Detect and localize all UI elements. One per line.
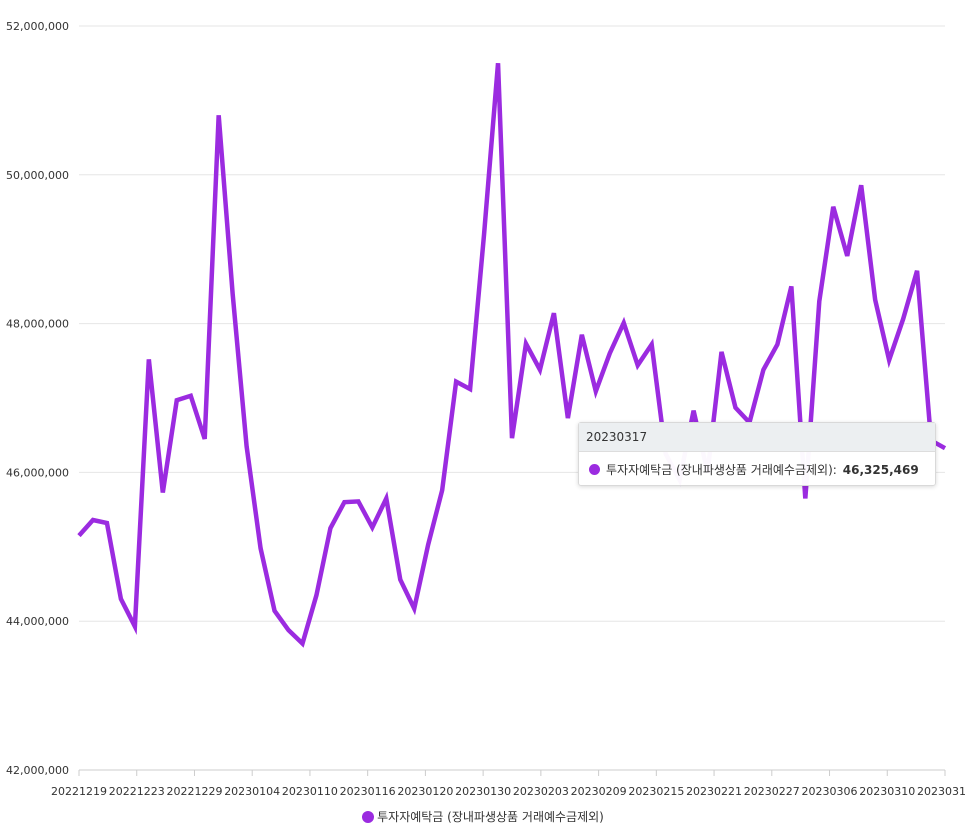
data-point xyxy=(538,368,542,372)
data-point xyxy=(887,358,891,362)
data-point xyxy=(426,543,430,547)
data-point xyxy=(161,490,165,494)
legend-series-dot[interactable] xyxy=(362,811,375,823)
data-point xyxy=(817,299,821,303)
x-tick-label: 20230221 xyxy=(686,785,742,798)
data-point xyxy=(580,333,584,337)
x-tick-label: 20230215 xyxy=(628,785,684,798)
data-point xyxy=(91,518,95,522)
data-point xyxy=(440,488,444,492)
x-tick-label: 20230104 xyxy=(224,785,280,798)
data-point xyxy=(733,406,737,410)
data-point xyxy=(175,398,179,402)
x-tick-label: 20230227 xyxy=(744,785,800,798)
data-tooltip: 20230317 투자자예탁금 (장내파생상품 거래예수금제외): 46,325,… xyxy=(578,422,936,486)
data-point xyxy=(915,269,919,273)
data-point xyxy=(761,368,765,372)
data-point xyxy=(105,521,109,525)
y-tick-label: 52,000,000 xyxy=(6,20,69,33)
data-point xyxy=(552,311,556,315)
x-tick-label: 20221219 xyxy=(51,785,107,798)
data-point xyxy=(203,437,207,441)
data-point xyxy=(510,436,514,440)
y-tick-label: 48,000,000 xyxy=(6,318,69,331)
x-tick-label: 20230209 xyxy=(571,785,627,798)
legend-series-label[interactable]: 투자자예탁금 (장내파생상품 거래예수금제외) xyxy=(377,810,604,824)
y-tick-label: 44,000,000 xyxy=(6,615,69,628)
x-tick-label: 20221229 xyxy=(166,785,222,798)
data-point xyxy=(636,363,640,367)
x-tick-label: 20230316 xyxy=(917,785,966,798)
data-point xyxy=(692,409,696,413)
data-point xyxy=(901,317,905,321)
data-point xyxy=(482,232,486,236)
data-point xyxy=(259,546,263,550)
data-point xyxy=(845,254,849,258)
x-tick-label: 20221223 xyxy=(109,785,165,798)
tooltip-series-label: 투자자예탁금 (장내파생상품 거래예수금제외): xyxy=(606,463,837,477)
data-point xyxy=(468,387,472,391)
tooltip-row: 투자자예탁금 (장내파생상품 거래예수금제외): 46,325,469 xyxy=(579,452,935,487)
legend[interactable]: 투자자예탁금 (장내파생상품 거래예수금제외) xyxy=(0,808,966,825)
series-line xyxy=(77,63,947,648)
data-point xyxy=(189,394,193,398)
x-tick-label: 20230120 xyxy=(397,785,453,798)
data-point xyxy=(454,380,458,384)
y-tick-label: 50,000,000 xyxy=(6,169,69,182)
series-layer xyxy=(77,63,947,648)
tooltip-value: 46,325,469 xyxy=(842,463,919,477)
data-point xyxy=(622,321,626,325)
data-point xyxy=(328,526,332,530)
data-point xyxy=(859,183,863,187)
x-tick-label: 20230310 xyxy=(859,785,915,798)
data-point xyxy=(147,357,151,361)
data-point xyxy=(594,389,598,393)
data-point xyxy=(831,205,835,209)
data-point xyxy=(384,496,388,500)
data-point xyxy=(245,444,249,448)
x-tick-label: 20230203 xyxy=(513,785,569,798)
data-point xyxy=(775,342,779,346)
data-point xyxy=(873,298,877,302)
data-point xyxy=(133,624,137,628)
x-tick-label: 20230130 xyxy=(455,785,511,798)
data-point xyxy=(789,284,793,288)
data-point xyxy=(287,628,291,632)
x-tick-label: 20230116 xyxy=(340,785,396,798)
data-point xyxy=(356,499,360,503)
data-point xyxy=(119,597,123,601)
tooltip-date: 20230317 xyxy=(579,423,935,452)
data-point xyxy=(77,534,81,538)
data-point xyxy=(217,113,221,117)
data-point xyxy=(398,578,402,582)
data-point xyxy=(608,351,612,355)
data-point xyxy=(314,593,318,597)
data-point xyxy=(720,350,724,354)
x-tick-label: 20230306 xyxy=(802,785,858,798)
x-tick-label: 20230110 xyxy=(282,785,338,798)
data-point xyxy=(342,500,346,504)
data-point xyxy=(650,342,654,346)
y-tick-label: 42,000,000 xyxy=(6,764,69,777)
axes: 42,000,000 44,000,000 46,000,000 48,000,000… xyxy=(6,20,966,798)
y-tick-label: 46,000,000 xyxy=(6,466,69,479)
data-point xyxy=(524,342,528,346)
data-point xyxy=(943,446,947,450)
tooltip-series-dot xyxy=(589,464,600,475)
data-point xyxy=(370,525,374,529)
data-point xyxy=(300,642,304,646)
data-point xyxy=(496,61,500,65)
data-point xyxy=(273,609,277,613)
data-point xyxy=(231,292,235,296)
data-point xyxy=(566,416,570,420)
data-point xyxy=(412,607,416,611)
data-point xyxy=(803,496,807,500)
